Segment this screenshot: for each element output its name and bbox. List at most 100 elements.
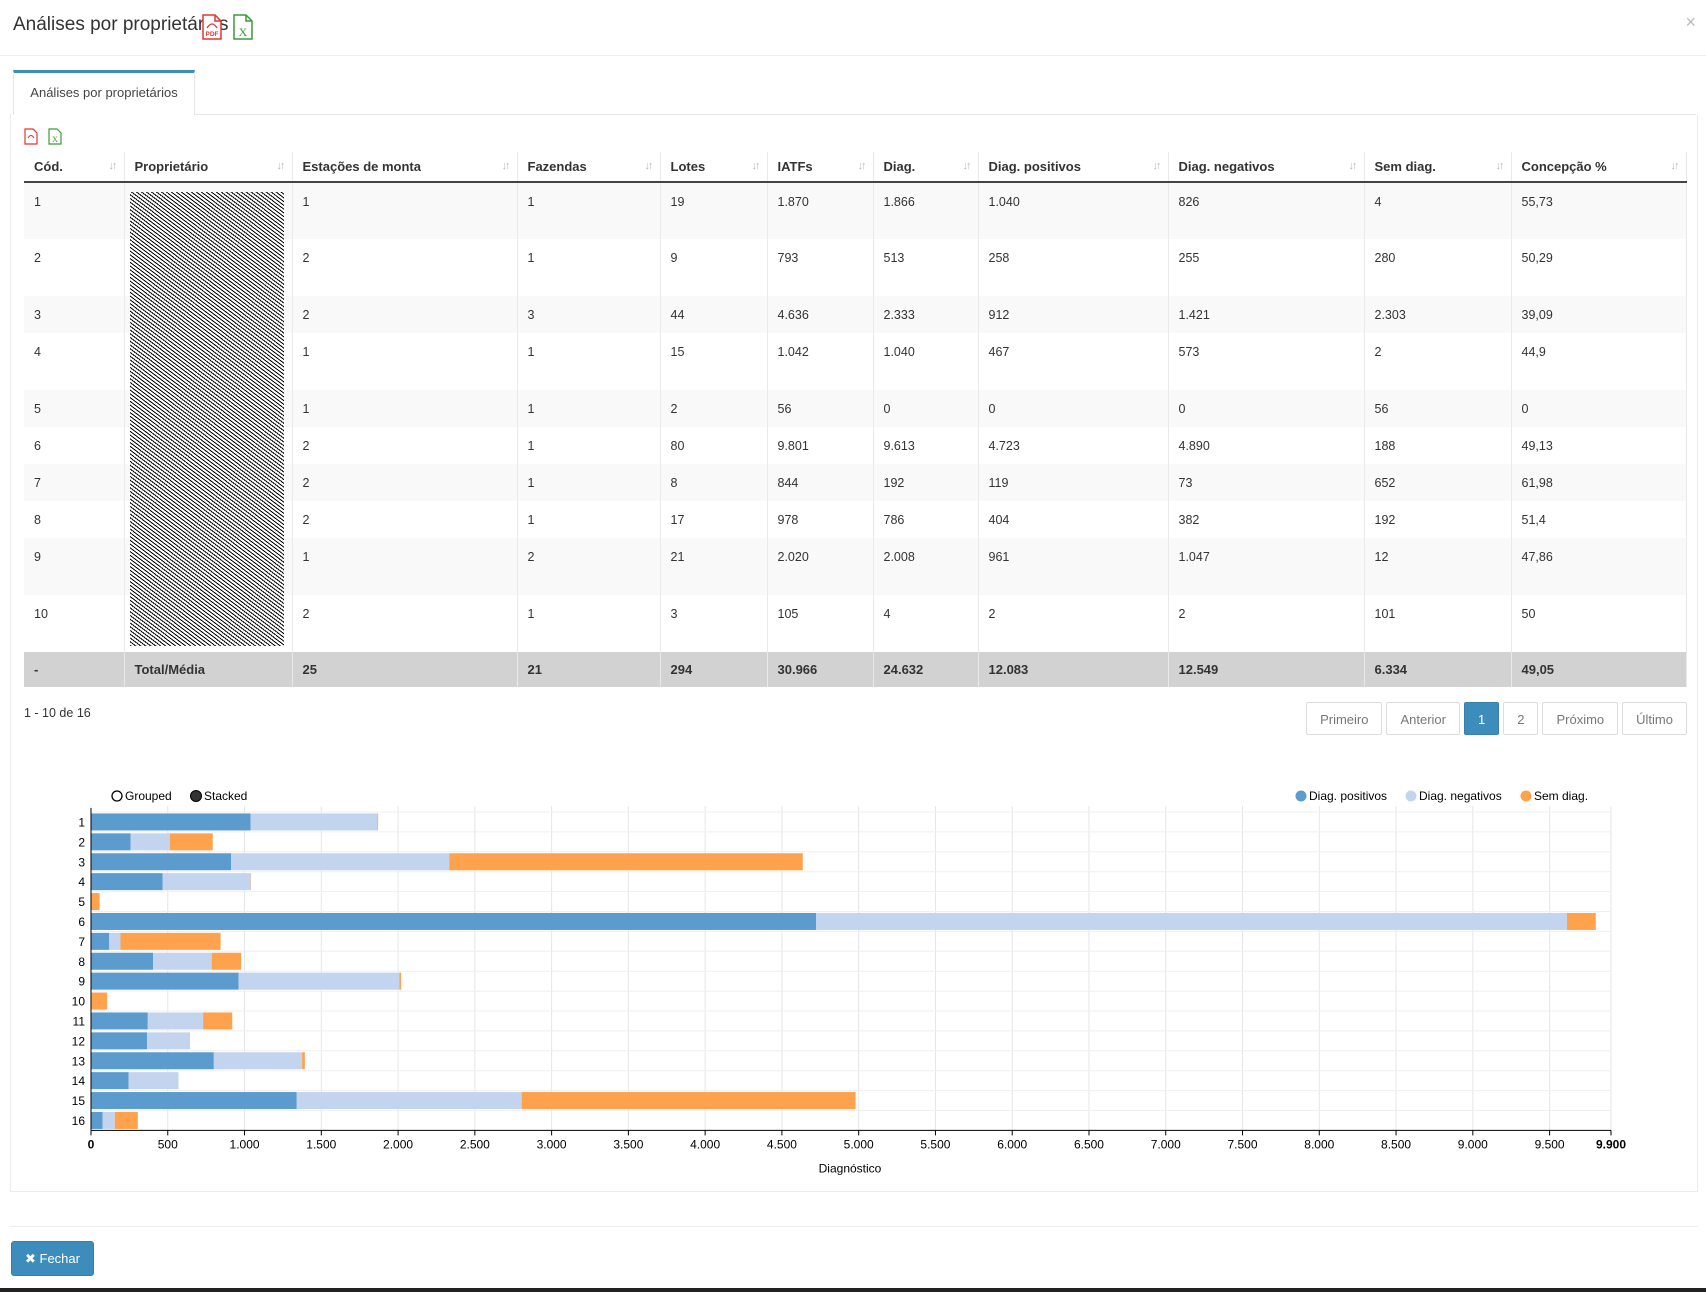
table-cell: 961	[978, 538, 1169, 595]
pdf-export-icon[interactable]: PDF	[201, 14, 223, 40]
table-cell: 10	[24, 595, 125, 652]
column-header[interactable]: Estações de monta ↓↑	[292, 152, 518, 183]
sort-icon[interactable]: ↓↑	[857, 160, 867, 172]
column-header[interactable]: IATFs ↓↑	[767, 152, 874, 183]
column-header[interactable]: Concepção % ↓↑	[1511, 152, 1687, 183]
column-header-label: Diag. negativos	[1178, 159, 1275, 174]
tab-panel	[10, 114, 1698, 1192]
footer-cell: 12.549	[1168, 652, 1365, 687]
page-previous-button[interactable]: Anterior	[1386, 702, 1460, 735]
table-cell: 56	[1364, 390, 1512, 427]
column-header[interactable]: Proprietário ↓↑	[124, 152, 293, 183]
table-cell: 4	[873, 595, 979, 652]
page-last-button[interactable]: Último	[1622, 702, 1687, 735]
table-cell: 1	[292, 538, 518, 595]
table-cell: 80	[660, 427, 768, 464]
bar-sem-diag--3	[449, 853, 803, 871]
table-cell: 826	[1168, 182, 1365, 239]
table-cell: 1	[292, 390, 518, 427]
table-cell: 55,73	[1511, 182, 1687, 239]
bar-diag-positivos-11	[91, 1012, 148, 1030]
bar-diag-negativos-1	[250, 813, 378, 831]
column-header[interactable]: Sem diag. ↓↑	[1364, 152, 1512, 183]
page-next-button[interactable]: Próximo	[1542, 702, 1619, 735]
page-1-button[interactable]: 1	[1464, 702, 1500, 735]
table-cell: 61,98	[1511, 464, 1687, 501]
legend-label: Sem diag.	[1534, 789, 1588, 803]
x-tick-label: 9.500	[1535, 1137, 1565, 1151]
table-cell: 513	[873, 239, 979, 296]
legend-swatch[interactable]	[1520, 790, 1532, 802]
x-tick-label: 9.000	[1458, 1137, 1488, 1151]
page-2-button[interactable]: 2	[1503, 702, 1539, 735]
footer-cell: -	[24, 652, 125, 687]
legend-label: Diag. negativos	[1419, 789, 1502, 803]
y-tick-label: 6	[78, 915, 85, 929]
table-excel-export-icon[interactable]: X	[48, 128, 62, 145]
table-cell: 1	[517, 427, 661, 464]
table-cell: 50	[1511, 595, 1687, 652]
close-icon[interactable]: ×	[1685, 12, 1696, 32]
table-pdf-export-icon[interactable]	[24, 128, 38, 145]
table-cell: 1	[292, 182, 518, 239]
table-cell: 6	[24, 427, 125, 464]
column-header[interactable]: Diag. negativos ↓↑	[1168, 152, 1365, 183]
sort-icon[interactable]: ↓↑	[1495, 160, 1505, 172]
x-tick-label: 4.000	[690, 1137, 720, 1151]
column-header-label: Fazendas	[527, 159, 587, 174]
x-tick-label: 4.500	[767, 1137, 797, 1151]
table-cell: 188	[1364, 427, 1512, 464]
sort-icon[interactable]: ↓↑	[1152, 160, 1162, 172]
stacked-radio[interactable]	[190, 790, 202, 802]
table-cell: 73	[1168, 464, 1365, 501]
x-tick-label: 8.500	[1381, 1137, 1411, 1151]
legend-swatch[interactable]	[1405, 790, 1417, 802]
tab-analises[interactable]: Análises por proprietários	[13, 70, 195, 115]
table-footer-row: - Total/Média 25 21 294 30.966 24.632 12.083 12.…	[24, 652, 1687, 687]
page-first-button[interactable]: Primeiro	[1306, 702, 1383, 735]
bar-diag-negativos-7	[109, 932, 121, 950]
sort-icon[interactable]: ↓↑	[751, 160, 761, 172]
sort-icon[interactable]: ↓↑	[962, 160, 972, 172]
x-icon: ✖	[25, 1251, 40, 1266]
table-cell: 19	[660, 182, 768, 239]
table-cell: 12	[1364, 538, 1512, 595]
table-cell: 844	[767, 464, 874, 501]
column-header[interactable]: Lotes ↓↑	[660, 152, 768, 183]
sort-icon[interactable]: ↓↑	[644, 160, 654, 172]
table-cell: 1	[517, 595, 661, 652]
column-header[interactable]: Cód. ↓↑	[24, 152, 125, 183]
footer-cell: Total/Média	[124, 652, 293, 687]
bar-sem-diag--10	[91, 992, 108, 1010]
close-button[interactable]: ✖ Fechar	[11, 1241, 94, 1276]
sort-icon[interactable]: ↓↑	[501, 160, 511, 172]
sort-icon[interactable]: ↓↑	[108, 160, 118, 172]
y-tick-label: 4	[78, 875, 85, 889]
x-tick-label: 2.500	[460, 1137, 490, 1151]
modal-title: Análises por proprietários	[13, 14, 229, 35]
sort-icon[interactable]: ↓↑	[276, 160, 286, 172]
column-header[interactable]: Fazendas ↓↑	[517, 152, 661, 183]
column-header[interactable]: Diag. ↓↑	[873, 152, 979, 183]
excel-export-icon[interactable]: X	[232, 14, 254, 40]
modal-header: Análises por proprietários PDF X ×	[0, 0, 1706, 56]
x-tick-label: 0	[88, 1137, 95, 1151]
table-cell: 382	[1168, 501, 1365, 538]
table-cell: 1.866	[873, 182, 979, 239]
column-header-label: Lotes	[670, 159, 706, 174]
grouped-radio[interactable]	[111, 790, 123, 802]
y-tick-label: 1	[78, 815, 85, 829]
table-cell: 2	[292, 239, 518, 296]
pagination: Primeiro Anterior 1 2 Próximo Último	[1302, 702, 1687, 735]
sort-icon[interactable]: ↓↑	[1348, 160, 1358, 172]
table-cell: 2	[292, 296, 518, 333]
legend-swatch[interactable]	[1295, 790, 1307, 802]
footer-cell: 25	[292, 652, 518, 687]
pagination-range: 1 - 10 de 16	[24, 706, 91, 720]
table-cell: 9	[660, 239, 768, 296]
table-cell: 50,29	[1511, 239, 1687, 296]
sort-icon[interactable]: ↓↑	[1670, 160, 1680, 172]
column-header-label: Cód.	[34, 159, 63, 174]
table-cell: 1	[292, 333, 518, 390]
column-header[interactable]: Diag. positivos ↓↑	[978, 152, 1169, 183]
